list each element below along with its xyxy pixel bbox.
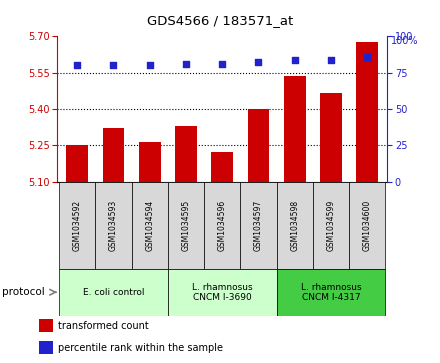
Text: transformed count: transformed count	[58, 321, 149, 331]
Bar	[284, 76, 306, 182]
FancyBboxPatch shape	[204, 182, 240, 269]
Bar	[277, 269, 385, 316]
Bar	[320, 93, 342, 182]
Point	[183, 61, 190, 67]
Text: protocol: protocol	[2, 287, 45, 297]
Point	[327, 57, 334, 62]
Text: percentile rank within the sample: percentile rank within the sample	[58, 343, 223, 352]
Bar	[59, 269, 168, 316]
Text: GSM1034592: GSM1034592	[73, 200, 82, 250]
Bar	[211, 152, 233, 182]
Bar	[356, 42, 378, 182]
FancyBboxPatch shape	[95, 182, 132, 269]
FancyBboxPatch shape	[240, 182, 277, 269]
FancyBboxPatch shape	[277, 182, 313, 269]
Point	[255, 60, 262, 65]
Text: GSM1034593: GSM1034593	[109, 199, 118, 251]
Text: GSM1034594: GSM1034594	[145, 199, 154, 251]
Point	[219, 61, 226, 67]
Text: L. rhamnosus
CNCM I-3690: L. rhamnosus CNCM I-3690	[192, 282, 253, 302]
Point	[73, 62, 81, 68]
Text: GSM1034600: GSM1034600	[363, 199, 372, 251]
Point	[110, 62, 117, 68]
Text: E. coli control: E. coli control	[83, 288, 144, 297]
Text: GSM1034599: GSM1034599	[326, 199, 335, 251]
Bar	[39, 319, 53, 333]
Point	[291, 57, 298, 62]
Text: L. rhamnosus
CNCM I-4317: L. rhamnosus CNCM I-4317	[301, 282, 361, 302]
Bar	[139, 142, 161, 182]
FancyBboxPatch shape	[349, 182, 385, 269]
FancyBboxPatch shape	[59, 182, 95, 269]
Text: GSM1034598: GSM1034598	[290, 200, 299, 250]
Text: GSM1034597: GSM1034597	[254, 199, 263, 251]
Text: GSM1034596: GSM1034596	[218, 199, 227, 251]
Bar	[175, 126, 197, 182]
Text: GDS4566 / 183571_at: GDS4566 / 183571_at	[147, 15, 293, 28]
FancyBboxPatch shape	[168, 182, 204, 269]
FancyBboxPatch shape	[313, 182, 349, 269]
Bar	[66, 145, 88, 182]
Bar	[39, 341, 53, 354]
Text: 100%: 100%	[391, 36, 419, 46]
Text: GSM1034595: GSM1034595	[181, 199, 191, 251]
Bar	[103, 128, 124, 182]
Bar	[168, 269, 277, 316]
Bar	[248, 109, 269, 182]
Point	[364, 54, 371, 60]
Point	[146, 62, 153, 68]
FancyBboxPatch shape	[132, 182, 168, 269]
